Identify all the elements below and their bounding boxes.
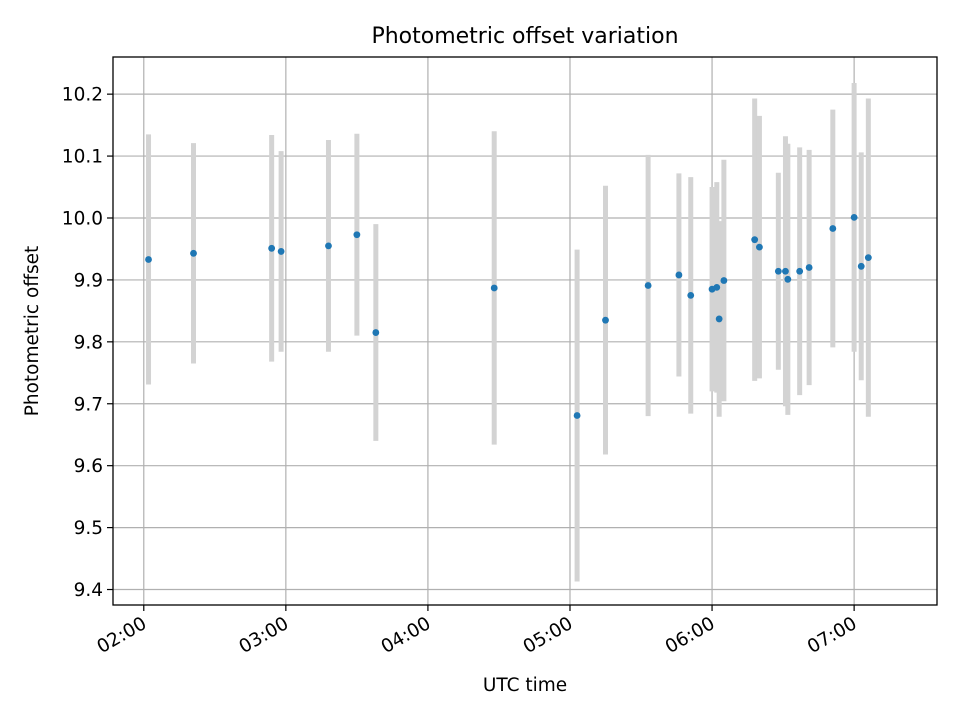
y-tick-label: 9.7 bbox=[74, 394, 103, 415]
data-point bbox=[796, 267, 804, 275]
data-point bbox=[325, 242, 332, 250]
data-point bbox=[713, 283, 721, 291]
data-point bbox=[756, 243, 763, 251]
data-point bbox=[145, 256, 152, 263]
y-tick-label: 9.6 bbox=[74, 456, 103, 477]
point-layer bbox=[145, 213, 872, 419]
data-point bbox=[829, 225, 837, 232]
data-point bbox=[715, 315, 723, 323]
data-point bbox=[644, 282, 652, 289]
axes-frame bbox=[112, 56, 938, 606]
data-point bbox=[784, 275, 792, 283]
data-point bbox=[277, 248, 285, 255]
y-tick-label: 9.5 bbox=[74, 518, 103, 539]
data-point bbox=[372, 329, 380, 336]
chart-title: Photometric offset variation bbox=[371, 24, 678, 49]
data-point bbox=[850, 213, 858, 221]
y-tick-label: 9.4 bbox=[74, 580, 103, 601]
data-point bbox=[857, 262, 865, 270]
data-point bbox=[720, 277, 728, 284]
data-point bbox=[774, 267, 782, 275]
data-point bbox=[602, 316, 609, 324]
y-tick-label: 9.9 bbox=[74, 270, 103, 291]
data-point bbox=[864, 254, 872, 262]
data-point bbox=[805, 264, 813, 271]
data-point bbox=[490, 284, 498, 292]
y-tick-label: 10.1 bbox=[62, 147, 103, 168]
data-point bbox=[687, 291, 695, 299]
data-point bbox=[268, 244, 276, 252]
x-axis-title: UTC time bbox=[483, 675, 567, 696]
data-point bbox=[751, 236, 759, 244]
data-point bbox=[190, 249, 197, 257]
data-point bbox=[353, 231, 361, 239]
y-tick-label: 10.0 bbox=[62, 208, 103, 229]
data-point bbox=[573, 412, 581, 419]
data-point bbox=[675, 271, 683, 279]
y-axis-title: Photometric offset bbox=[22, 246, 43, 417]
y-tick-label: 10.2 bbox=[62, 85, 103, 106]
y-tick-label: 9.8 bbox=[74, 332, 103, 353]
data-point bbox=[782, 267, 789, 275]
